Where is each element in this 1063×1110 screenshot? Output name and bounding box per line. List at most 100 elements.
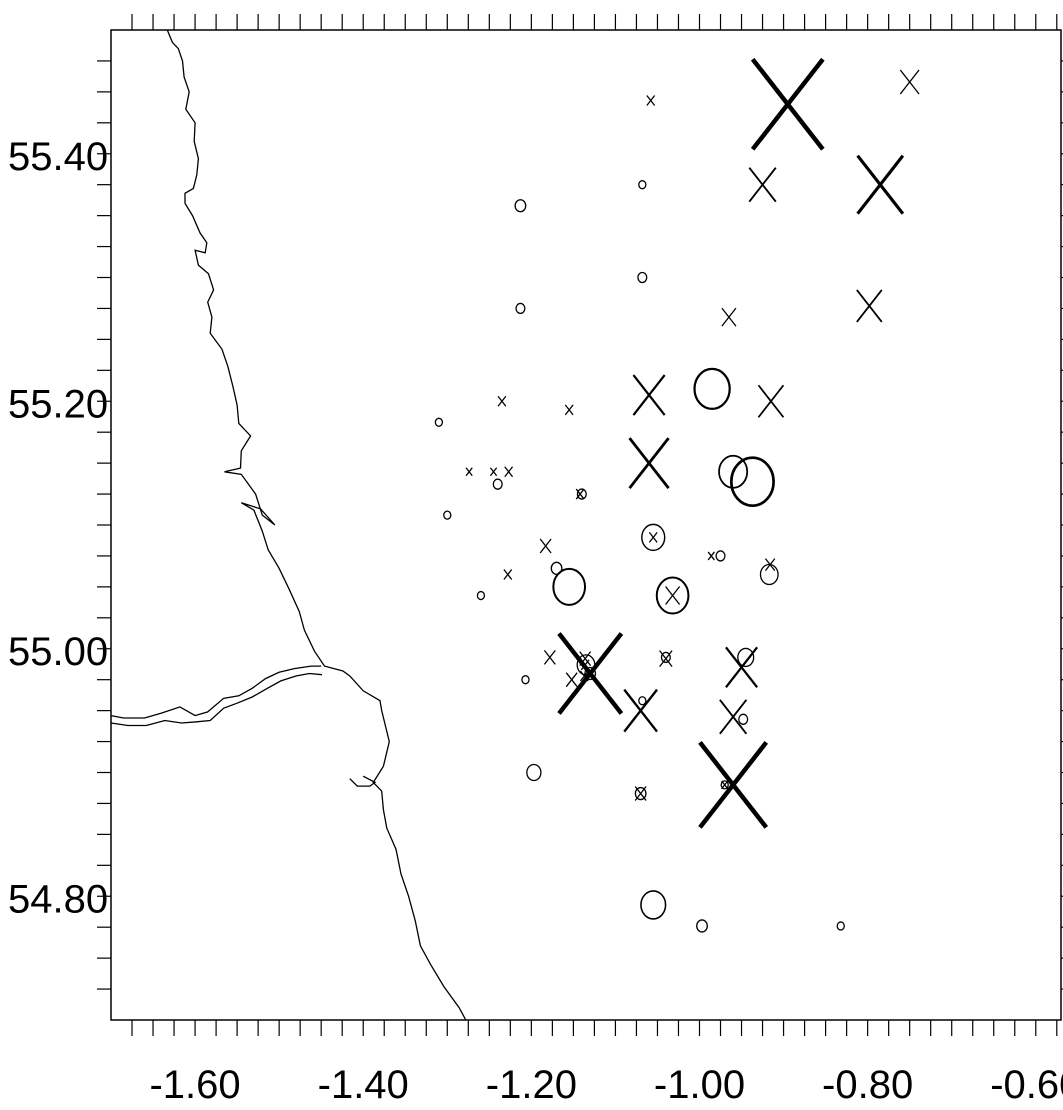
x-marker: [856, 289, 883, 323]
x-tick-label: -0.80: [822, 1063, 913, 1107]
x-marker: [623, 688, 658, 733]
x-marker-stroke: [648, 531, 658, 543]
x-marker-stroke: [659, 650, 673, 668]
o-marker: [521, 675, 530, 685]
x-tick-label: -1.40: [318, 1063, 409, 1107]
coastline-path: [166, 29, 467, 1021]
o-marker: [720, 780, 729, 790]
x-marker: [748, 167, 777, 203]
x-marker: [632, 374, 666, 416]
x-marker: [665, 586, 681, 605]
x-marker-stroke: [757, 384, 785, 418]
x-marker-stroke: [564, 404, 574, 416]
x-tick-label: -1.20: [486, 1063, 577, 1107]
estuary-outline: [349, 775, 377, 787]
o-marker: [637, 271, 648, 284]
x-marker: [504, 466, 514, 478]
tick-labels: -1.60 -1.40 -1.20 -1.00 -0.80 -0.60 55.40 55.20…: [8, 135, 1063, 1107]
o-marker: [693, 367, 731, 410]
x-marker-stroke: [646, 95, 656, 106]
o-marker: [552, 567, 587, 606]
y-tick-label: 55.40: [8, 135, 108, 179]
o-marker: [641, 523, 666, 552]
x-marker-stroke: [539, 538, 552, 554]
axis-ticks: [97, 14, 1063, 1036]
x-marker-stroke: [628, 437, 670, 489]
x-marker: [543, 650, 556, 665]
x-marker-stroke: [856, 289, 883, 323]
o-marker: [730, 456, 775, 508]
x-tick-label: -1.60: [149, 1063, 240, 1107]
x-marker: [497, 395, 507, 407]
x-marker: [721, 307, 737, 327]
x-marker-stroke: [665, 586, 681, 605]
x-marker-stroke: [489, 467, 498, 477]
x-marker-stroke: [748, 167, 777, 203]
x-marker: [719, 699, 748, 735]
o-marker: [759, 563, 779, 586]
river-north-bank: [110, 665, 322, 719]
o-marker: [738, 713, 749, 725]
o-marker: [434, 417, 444, 427]
o-marker: [476, 590, 486, 601]
o-marker: [696, 919, 708, 933]
x-marker-stroke: [579, 651, 592, 667]
x-marker: [628, 437, 670, 489]
x-marker-stroke: [721, 307, 737, 327]
x-marker-stroke: [750, 57, 825, 151]
x-marker: [575, 488, 585, 500]
o-marker: [836, 921, 845, 931]
plot-frame: [110, 29, 1062, 1021]
y-tick-label: 55.20: [8, 382, 108, 426]
x-marker: [757, 384, 785, 418]
x-tick-label: -0.60: [990, 1063, 1063, 1107]
x-marker: [698, 740, 769, 829]
x-marker-stroke: [623, 688, 658, 733]
x-marker: [899, 69, 920, 95]
x-marker-stroke: [707, 551, 715, 561]
coastline: [110, 29, 467, 1021]
x-marker-stroke: [580, 659, 590, 671]
x-marker: [503, 569, 513, 580]
o-marker: [550, 561, 563, 575]
x-marker-stroke: [856, 154, 905, 215]
x-marker-stroke: [579, 670, 589, 682]
o-marker: [514, 199, 527, 213]
x-marker-stroke: [899, 69, 920, 95]
o-marker: [634, 786, 647, 801]
x-marker: [489, 467, 498, 477]
o-marker: [715, 550, 726, 562]
x-marker-stroke: [465, 467, 473, 477]
x-marker: [579, 651, 592, 667]
x-marker-stroke: [503, 569, 513, 580]
o-marker: [443, 510, 452, 520]
x-marker-stroke: [497, 395, 507, 407]
o-marker: [576, 488, 587, 500]
x-marker: [659, 650, 673, 668]
y-tick-label: 54.80: [8, 877, 108, 921]
x-marker-stroke: [543, 650, 556, 665]
x-marker: [648, 531, 658, 543]
x-marker-stroke: [565, 672, 578, 688]
y-tick-label: 55.00: [8, 630, 108, 674]
o-marker: [737, 647, 755, 668]
o-marker: [638, 180, 647, 190]
x-tick-label: -1.00: [654, 1063, 745, 1107]
x-marker-stroke: [504, 466, 514, 478]
o-marker: [526, 763, 542, 782]
x-marker-stroke: [575, 488, 585, 500]
x-marker: [465, 467, 473, 477]
o-marker: [492, 478, 503, 490]
x-marker: [750, 57, 825, 151]
x-marker-stroke: [698, 740, 769, 829]
o-marker: [515, 302, 526, 315]
x-marker-stroke: [725, 646, 759, 688]
x-marker-stroke: [632, 374, 666, 416]
o-marker: [655, 576, 690, 615]
o-marker: [660, 651, 671, 664]
x-marker: [646, 95, 656, 106]
x-marker: [707, 551, 715, 561]
x-marker: [539, 538, 552, 554]
x-marker: [565, 672, 578, 688]
